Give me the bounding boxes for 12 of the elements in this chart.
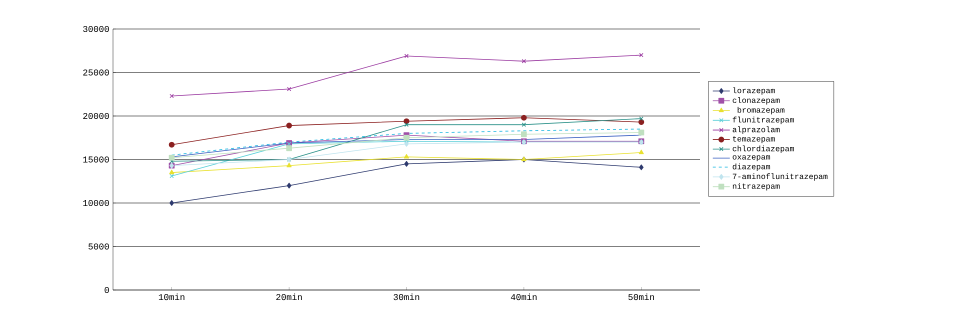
y-tick-label: 5000 <box>88 243 109 250</box>
x-tick-label: 30min <box>394 294 420 300</box>
x-tick-label: 20min <box>276 294 302 300</box>
x-tick-label: 50min <box>628 294 654 300</box>
x-tick-label: 10min <box>158 294 184 300</box>
y-tick-label: 0 <box>104 286 109 294</box>
y-tick-label: 30000 <box>83 26 109 32</box>
x-tick-label: 40min <box>510 294 537 300</box>
y-tick-label: 15000 <box>83 156 109 163</box>
y-tick-label: 10000 <box>83 200 109 206</box>
y-tick-label: 25000 <box>83 69 109 76</box>
y-tick-label: 20000 <box>83 112 109 120</box>
